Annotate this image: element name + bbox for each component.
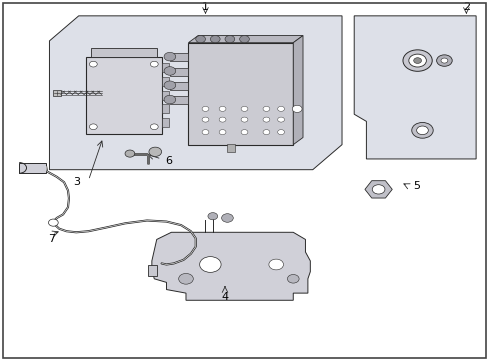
Circle shape: [436, 55, 451, 66]
Circle shape: [371, 185, 384, 194]
Circle shape: [195, 36, 205, 43]
Circle shape: [277, 117, 284, 122]
Circle shape: [263, 117, 269, 122]
Circle shape: [292, 105, 302, 112]
Circle shape: [125, 150, 135, 157]
Circle shape: [163, 67, 175, 75]
Bar: [188, 43, 293, 145]
Circle shape: [268, 259, 283, 270]
Circle shape: [440, 58, 447, 63]
Circle shape: [89, 124, 97, 130]
Text: 7: 7: [48, 234, 55, 244]
Circle shape: [150, 61, 158, 67]
Text: 5: 5: [412, 181, 419, 191]
Bar: [19, 162, 46, 173]
Circle shape: [241, 117, 247, 122]
Polygon shape: [188, 36, 303, 43]
Circle shape: [219, 117, 225, 122]
Circle shape: [202, 117, 208, 122]
Text: 1: 1: [202, 2, 208, 12]
Polygon shape: [353, 16, 475, 159]
Bar: [169, 82, 188, 90]
Circle shape: [239, 36, 249, 43]
Polygon shape: [49, 16, 341, 170]
Circle shape: [202, 130, 208, 135]
Circle shape: [413, 58, 421, 63]
Polygon shape: [293, 36, 303, 145]
Circle shape: [219, 106, 225, 111]
Circle shape: [263, 106, 269, 111]
Circle shape: [411, 122, 432, 138]
Bar: [161, 118, 168, 127]
Bar: [148, 265, 157, 276]
Bar: [53, 90, 61, 96]
Circle shape: [163, 52, 175, 61]
Circle shape: [178, 274, 193, 284]
Circle shape: [416, 126, 427, 135]
Circle shape: [221, 214, 233, 222]
Circle shape: [150, 124, 158, 130]
Circle shape: [241, 130, 247, 135]
Text: 6: 6: [165, 156, 172, 166]
Bar: [169, 68, 188, 76]
Circle shape: [163, 81, 175, 90]
Circle shape: [163, 95, 175, 104]
Circle shape: [224, 36, 234, 43]
Bar: [169, 96, 188, 104]
Polygon shape: [152, 232, 310, 300]
Circle shape: [402, 50, 431, 71]
Circle shape: [263, 130, 269, 135]
Circle shape: [89, 61, 97, 67]
Circle shape: [219, 130, 225, 135]
Bar: [86, 57, 161, 134]
Circle shape: [408, 54, 426, 67]
Circle shape: [207, 213, 217, 220]
Bar: [161, 91, 168, 100]
Bar: [161, 77, 168, 86]
Bar: [169, 53, 188, 61]
Circle shape: [241, 106, 247, 111]
Text: 4: 4: [221, 292, 228, 302]
Circle shape: [199, 257, 221, 273]
Bar: [227, 144, 234, 152]
Circle shape: [277, 130, 284, 135]
Circle shape: [202, 106, 208, 111]
Bar: [161, 63, 168, 72]
Text: 3: 3: [73, 177, 80, 187]
Circle shape: [48, 219, 58, 226]
Circle shape: [149, 147, 161, 157]
Bar: [161, 104, 168, 113]
Bar: [91, 48, 157, 57]
Circle shape: [277, 106, 284, 111]
Text: 2: 2: [462, 2, 469, 12]
Circle shape: [287, 275, 299, 283]
Circle shape: [210, 36, 220, 43]
